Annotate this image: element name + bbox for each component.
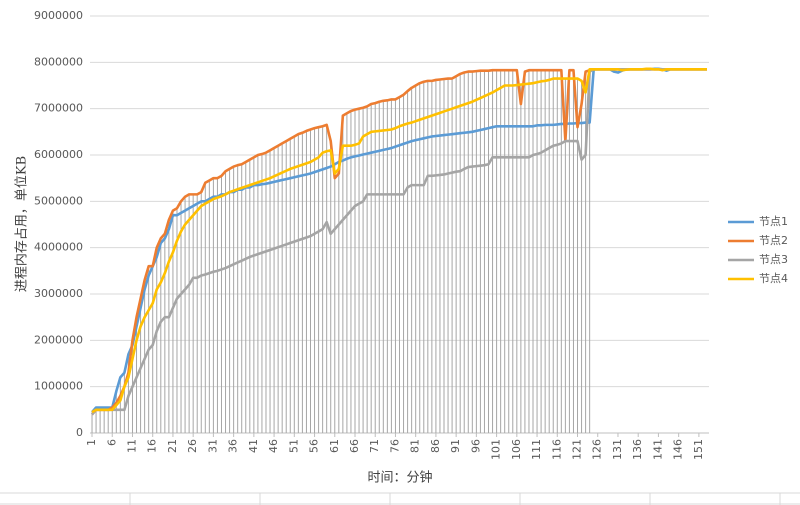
x-tick-label: 131 — [611, 439, 624, 460]
y-tick-label: 3000000 — [34, 287, 83, 300]
x-axis-title: 时间：分钟 — [367, 470, 432, 486]
x-tick-label: 51 — [287, 439, 300, 453]
y-tick-label: 2000000 — [34, 333, 83, 346]
x-tick-label: 46 — [267, 439, 280, 453]
x-tick-label: 86 — [429, 439, 442, 453]
sheet-strip — [0, 492, 800, 505]
y-tick-label: 0 — [76, 426, 83, 439]
x-tick-label: 21 — [166, 439, 179, 453]
x-tick-label: 6 — [105, 439, 118, 446]
x-tick-label: 26 — [186, 439, 199, 453]
x-tick-label: 106 — [510, 439, 523, 460]
x-tick-label: 146 — [672, 439, 685, 460]
series-line — [91, 67, 707, 414]
x-tick-label: 111 — [530, 439, 543, 460]
legend-label: 节点2 — [759, 234, 788, 247]
x-tick-label: 81 — [409, 439, 422, 453]
x-tick-label: 116 — [550, 439, 563, 460]
x-tick-label: 76 — [388, 439, 401, 453]
x-tick-label: 141 — [651, 439, 664, 460]
x-tick-label: 36 — [227, 439, 240, 453]
y-tick-label: 6000000 — [34, 148, 83, 161]
x-tick-label: 61 — [328, 439, 341, 453]
x-tick-label: 91 — [449, 439, 462, 453]
x-tick-label: 1 — [85, 439, 98, 446]
x-tick-label: 71 — [368, 439, 381, 453]
x-tick-label: 136 — [631, 439, 644, 460]
x-tick-label: 16 — [146, 439, 159, 453]
x-tick-label: 101 — [490, 439, 503, 460]
y-tick-label: 7000000 — [34, 102, 83, 115]
y-tick-label: 5000000 — [34, 194, 83, 207]
legend-label: 节点1 — [759, 215, 788, 228]
x-tick-label: 66 — [348, 439, 361, 453]
x-tick-label: 96 — [469, 439, 482, 453]
x-tick-label: 41 — [247, 439, 260, 453]
x-tick-label: 56 — [308, 439, 321, 453]
x-tick-label: 126 — [591, 439, 604, 460]
x-tick-label: 121 — [571, 439, 584, 460]
y-tick-label: 4000000 — [34, 241, 83, 254]
y-tick-label: 1000000 — [34, 380, 83, 393]
legend-label: 节点4 — [759, 272, 788, 285]
x-tick-label: 11 — [125, 439, 138, 453]
y-tick-label: 9000000 — [34, 9, 83, 22]
y-tick-label: 8000000 — [34, 55, 83, 68]
x-tick-label: 31 — [206, 439, 219, 453]
x-tick-label: 151 — [692, 439, 705, 460]
legend-label: 节点3 — [759, 253, 788, 266]
y-axis-title: 进程内存占用，单位KB — [14, 156, 30, 292]
